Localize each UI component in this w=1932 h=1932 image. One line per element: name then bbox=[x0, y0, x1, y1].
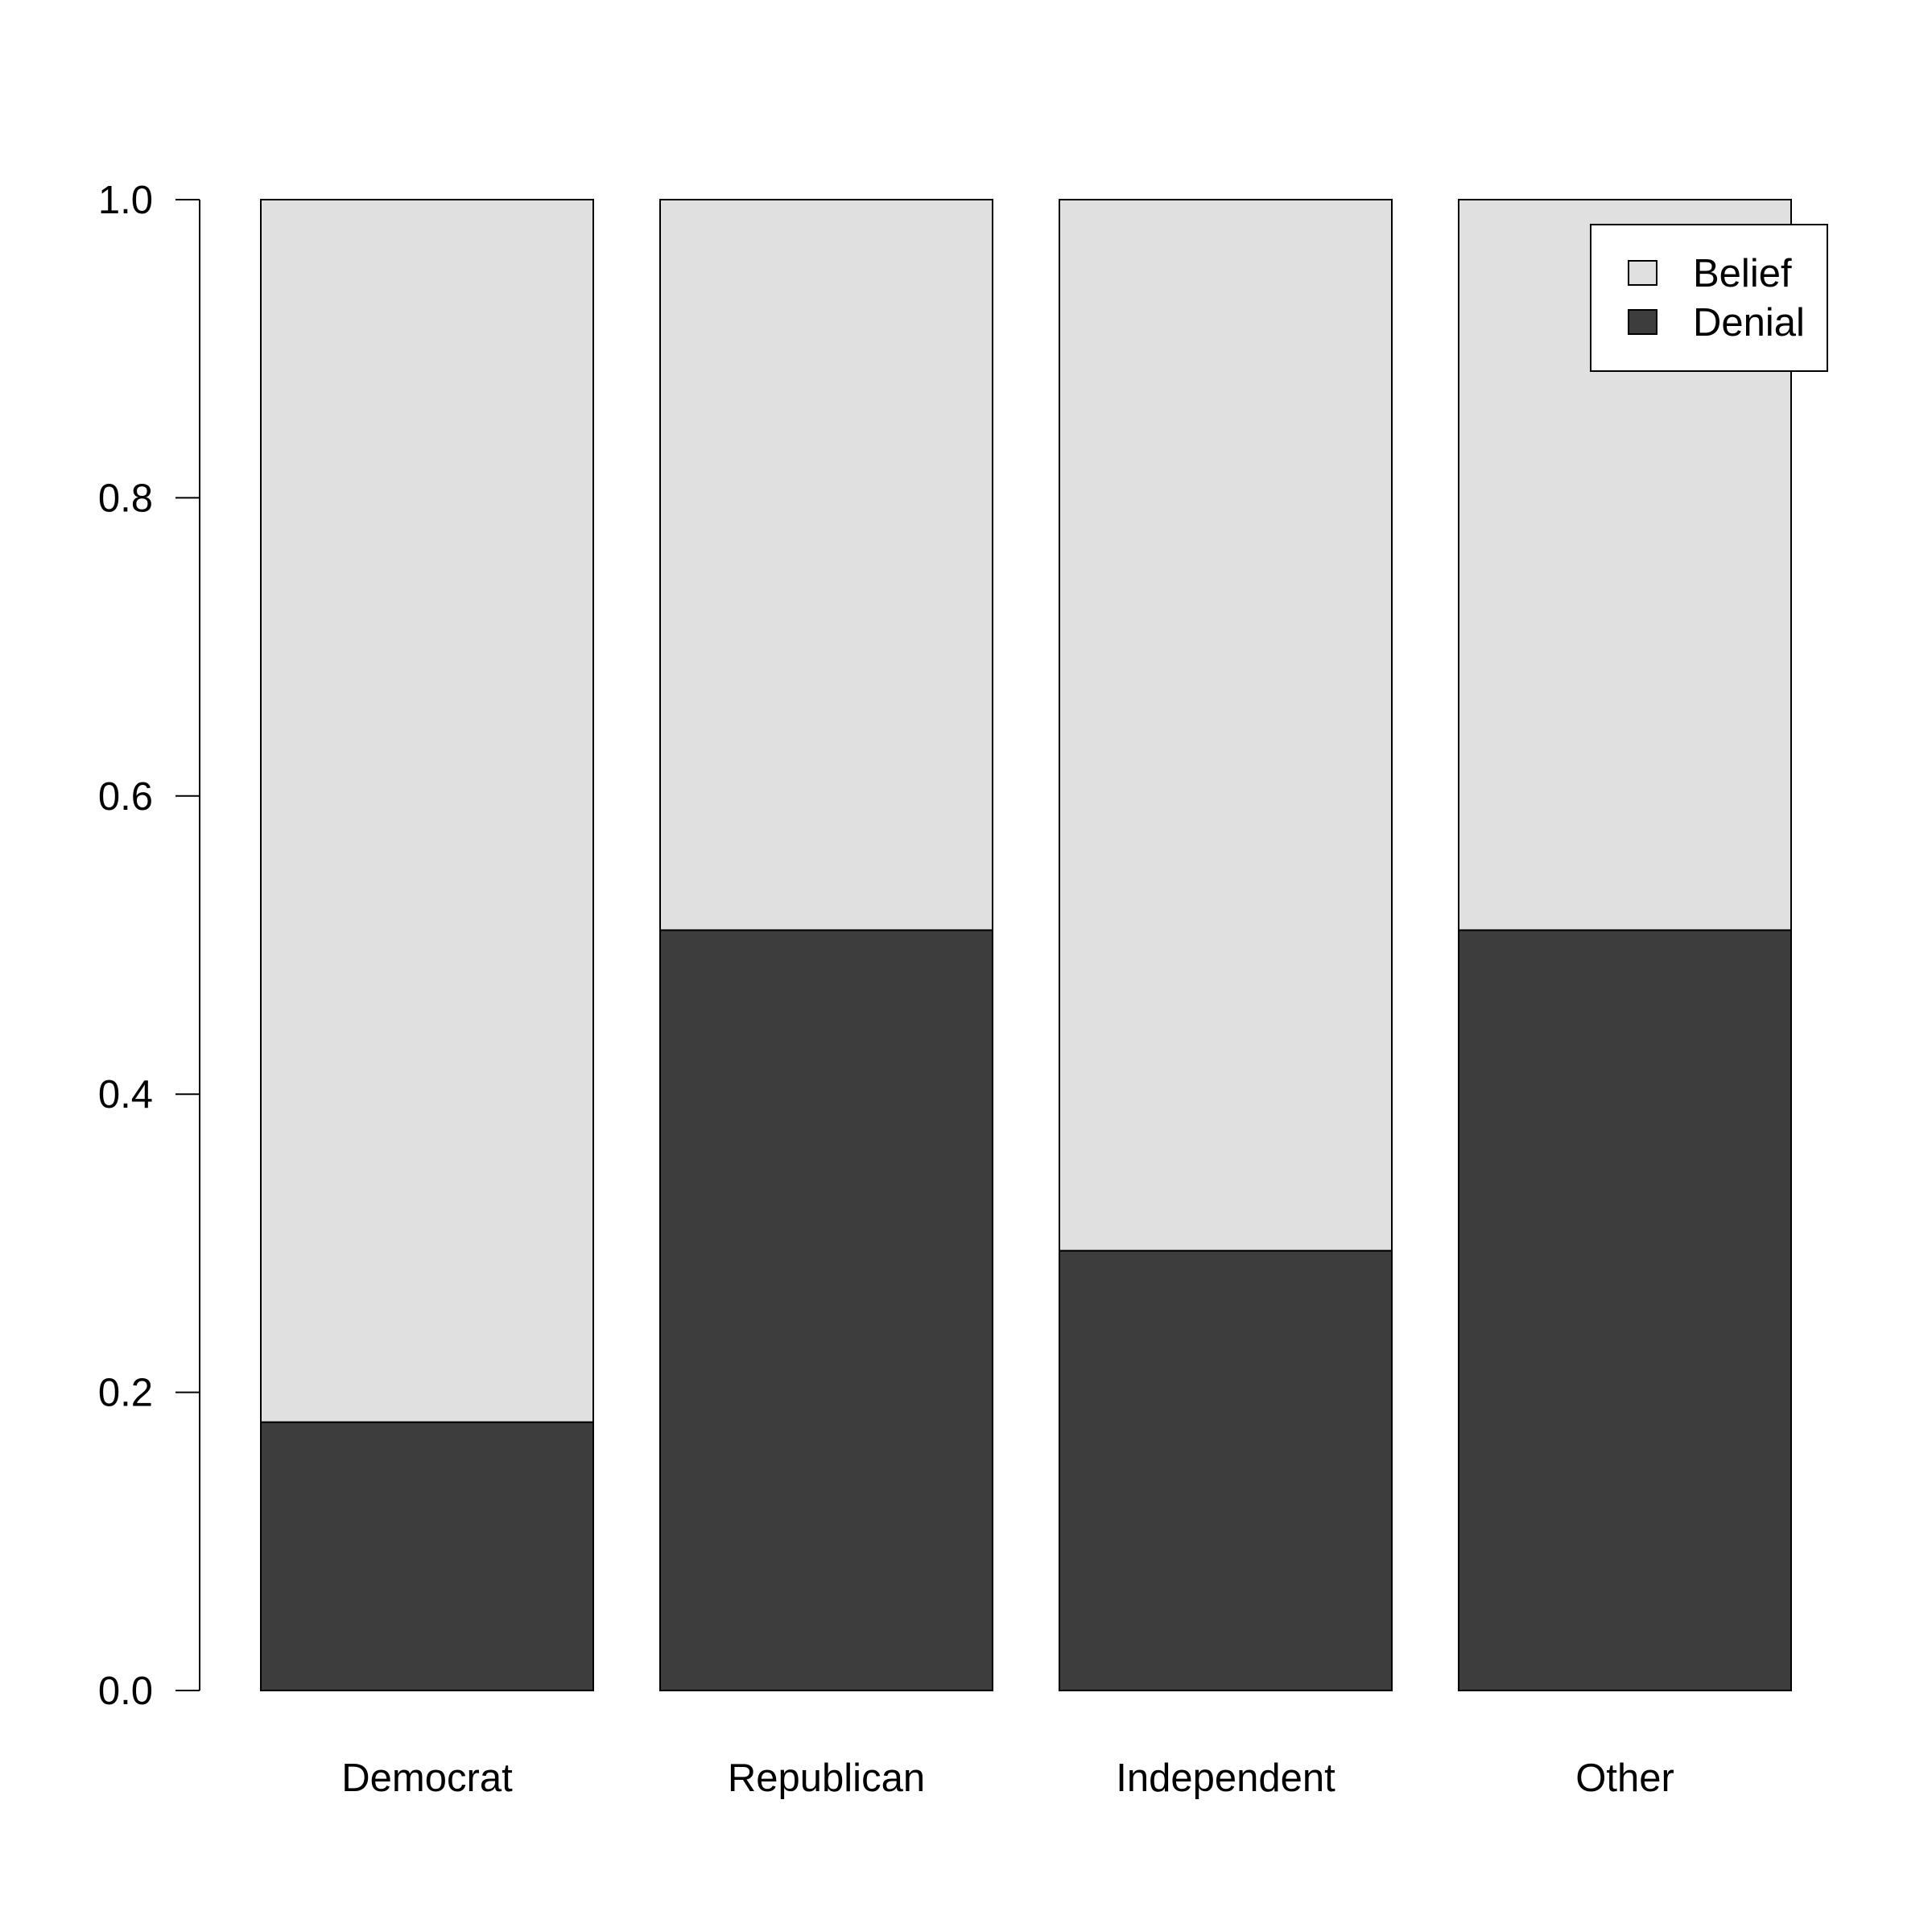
y-tick-label: 1.0 bbox=[98, 179, 153, 222]
y-tick-label: 0.8 bbox=[98, 477, 153, 520]
legend-swatch-denial bbox=[1628, 309, 1657, 335]
bar-republican-belief bbox=[659, 199, 993, 931]
x-tick-label-other: Other bbox=[1575, 1757, 1674, 1800]
bar-independent-belief bbox=[1059, 199, 1393, 1252]
bar-other-denial bbox=[1458, 929, 1792, 1691]
legend-label-belief: Belief bbox=[1693, 252, 1792, 295]
y-tick-label: 0.4 bbox=[98, 1073, 153, 1117]
bars-group bbox=[260, 199, 1792, 1692]
legend-label-denial: Denial bbox=[1693, 301, 1805, 345]
bar-republican-denial bbox=[659, 929, 993, 1691]
bar-democrat-denial bbox=[260, 1421, 594, 1691]
x-tick-label-democrat: Democrat bbox=[341, 1757, 513, 1800]
x-tick-label-independent: Independent bbox=[1116, 1757, 1335, 1800]
y-tick-label: 0.0 bbox=[98, 1670, 153, 1713]
legend-swatch-belief bbox=[1628, 260, 1657, 286]
y-tick-label: 0.2 bbox=[98, 1372, 153, 1415]
y-tick-label: 0.6 bbox=[98, 775, 153, 819]
x-tick-label-republican: Republican bbox=[728, 1757, 925, 1800]
bar-independent-denial bbox=[1059, 1249, 1393, 1692]
y-axis: 0.0 0.2 0.4 0.6 0.8 1.0 bbox=[98, 179, 200, 1713]
x-axis-labels: Democrat Republican Independent Other bbox=[341, 1757, 1674, 1800]
legend-box bbox=[1590, 224, 1828, 372]
legend: Belief Denial bbox=[1590, 224, 1828, 372]
bar-democrat-belief bbox=[260, 199, 594, 1423]
